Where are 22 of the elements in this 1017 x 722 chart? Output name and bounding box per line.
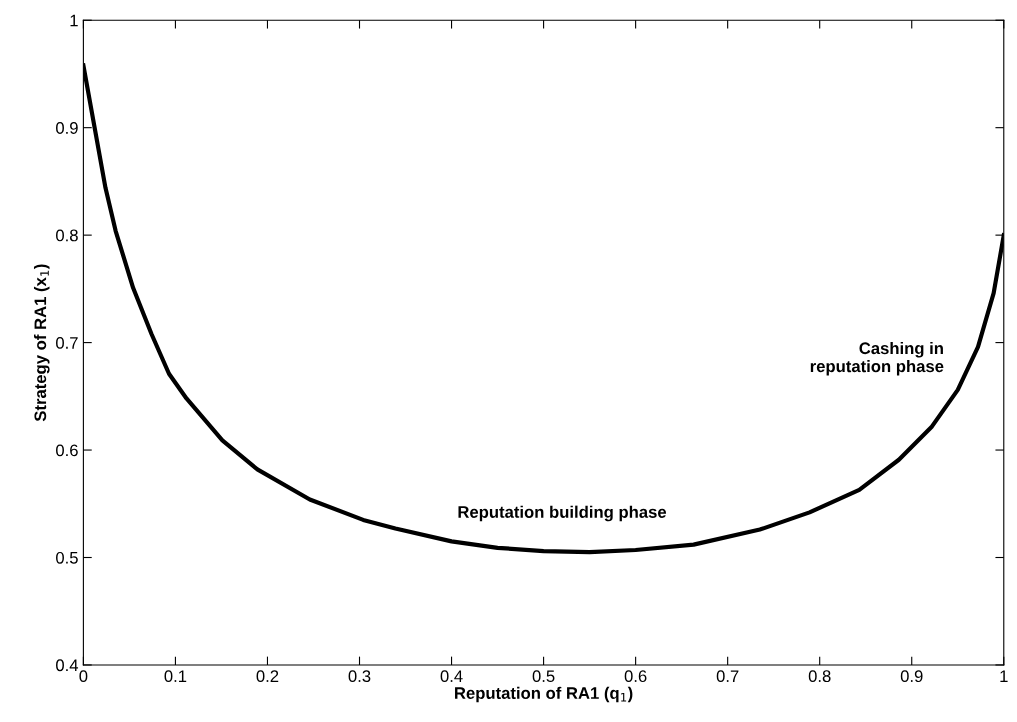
x-tick-label: 0.5 [532, 670, 555, 683]
x-tick-label: 0.7 [716, 670, 739, 683]
annotation: Cashing in reputation phase [810, 341, 944, 376]
annotation: Reputation building phase [458, 505, 667, 522]
y-tick-label: 1 [70, 14, 78, 27]
x-tick-label: 0.1 [164, 670, 187, 683]
y-tick-label: 0.7 [56, 336, 78, 349]
x-tick-label: 0.6 [624, 670, 647, 683]
y-tick-label: 0.4 [56, 659, 79, 672]
x-tick-label: 0.4 [440, 670, 463, 683]
x-tick-label: 1 [1000, 670, 1008, 682]
x-tick-label: 0.8 [808, 670, 831, 683]
x-tick-label: 0.3 [348, 670, 371, 683]
y-tick-label: 0.5 [56, 551, 78, 564]
x-axis-title: Reputation of RA1 (q$_{1}$) [455, 686, 633, 703]
y-tick-label: 0.8 [56, 229, 78, 242]
y-tick-label: 0.6 [56, 444, 78, 457]
x-tick-label: 0.2 [256, 670, 279, 683]
x-tick-label: 0 [79, 670, 88, 683]
y-axis-title: Strategy of RA1 (x$_{1}$) [33, 264, 50, 422]
y-tick-label: 0.9 [56, 122, 78, 134]
x-tick-label: 0.9 [900, 670, 923, 683]
